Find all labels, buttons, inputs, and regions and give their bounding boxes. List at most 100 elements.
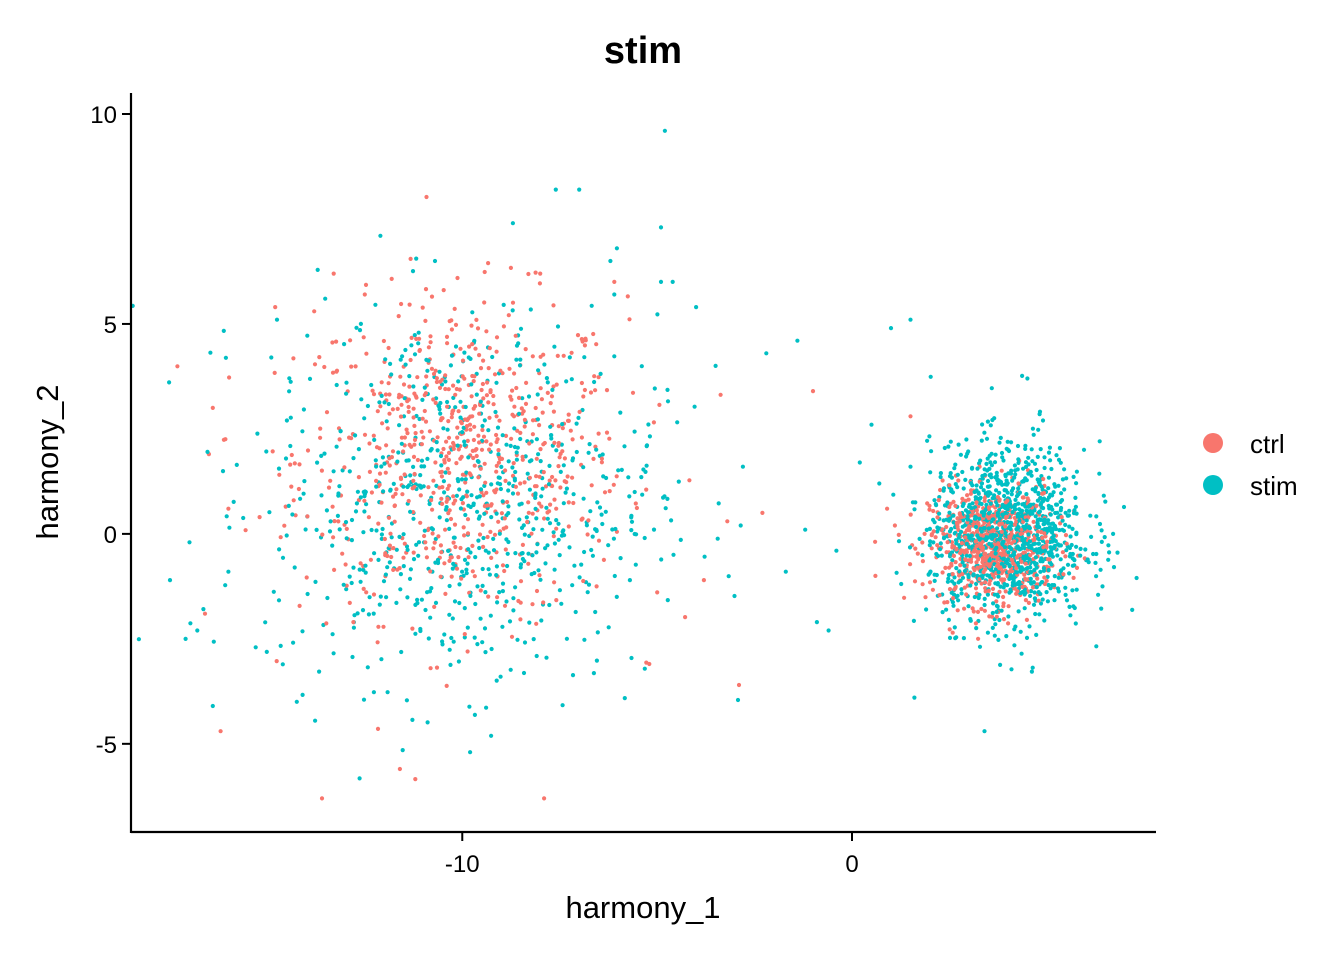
data-point-stim (572, 563, 577, 568)
data-point-stim (510, 308, 515, 313)
data-point-ctrl (530, 354, 535, 359)
data-point-stim (662, 494, 667, 499)
data-point-ctrl (371, 392, 377, 397)
data-point-stim (606, 625, 611, 630)
legend-label-ctrl: ctrl (1250, 429, 1285, 459)
data-point-stim (974, 581, 979, 587)
data-point-stim (955, 472, 960, 477)
data-point-ctrl (509, 634, 515, 639)
data-point-stim (929, 449, 934, 454)
data-point-ctrl (736, 682, 742, 688)
data-point-ctrl (305, 448, 311, 453)
data-point-stim (986, 511, 992, 516)
data-point-stim (614, 594, 619, 600)
data-point-stim (1020, 514, 1025, 519)
data-point-stim (987, 490, 992, 495)
data-point-stim (384, 419, 389, 424)
data-point-ctrl (361, 335, 366, 340)
data-point-ctrl (342, 465, 347, 470)
data-point-stim (430, 527, 435, 532)
data-point-stim (1026, 462, 1031, 467)
data-point-ctrl (367, 441, 372, 446)
data-point-stim (740, 464, 746, 469)
data-point-ctrl (515, 428, 520, 433)
data-point-stim (314, 527, 319, 533)
data-point-stim (1002, 582, 1007, 587)
data-point-ctrl (377, 471, 383, 476)
data-point-ctrl (518, 481, 523, 486)
data-point-stim (405, 484, 410, 490)
data-point-stim (188, 621, 193, 626)
data-point-ctrl (927, 503, 932, 508)
data-point-stim (379, 464, 384, 469)
data-point-ctrl (556, 464, 561, 469)
data-point-stim (426, 636, 431, 641)
data-point-stim (1100, 584, 1105, 589)
data-point-ctrl (447, 319, 452, 324)
data-point-stim (1028, 511, 1033, 516)
data-point-stim (513, 585, 518, 590)
data-point-stim (552, 344, 557, 349)
data-point-ctrl (289, 452, 294, 458)
data-point-stim (234, 462, 239, 467)
data-point-ctrl (1023, 561, 1028, 566)
data-point-ctrl (525, 519, 530, 525)
data-point-ctrl (1034, 503, 1039, 508)
data-point-stim (1005, 561, 1010, 566)
data-point-stim (343, 520, 349, 525)
data-point-ctrl (381, 624, 386, 629)
data-point-ctrl (392, 519, 397, 524)
data-point-stim (953, 482, 958, 487)
data-point-stim (1002, 545, 1008, 550)
data-point-stim (381, 489, 386, 494)
data-point-ctrl (986, 562, 991, 568)
data-point-ctrl (439, 550, 444, 555)
data-point-stim (595, 630, 600, 635)
data-point-ctrl (413, 777, 418, 782)
data-point-stim (1009, 468, 1014, 473)
data-point-ctrl (1040, 491, 1045, 496)
data-point-ctrl (439, 474, 444, 479)
data-point-stim (618, 556, 623, 561)
data-point-ctrl (504, 525, 509, 530)
data-point-stim (307, 376, 313, 381)
data-point-stim (1004, 634, 1009, 639)
data-point-stim (1002, 493, 1007, 499)
data-point-ctrl (293, 513, 298, 518)
data-point-stim (1073, 621, 1078, 626)
data-point-ctrl (950, 630, 955, 635)
data-point-stim (940, 610, 945, 615)
data-point-stim (928, 470, 933, 475)
data-point-ctrl (627, 317, 632, 322)
data-point-stim (990, 496, 995, 501)
data-point-stim (527, 487, 533, 492)
data-point-ctrl (326, 485, 332, 490)
data-point-ctrl (1014, 519, 1019, 524)
data-point-stim (325, 595, 330, 601)
data-point-stim (639, 364, 644, 369)
data-point-stim (403, 362, 408, 367)
data-point-stim (764, 351, 769, 356)
data-point-stim (465, 561, 470, 566)
data-point-ctrl (460, 358, 466, 363)
data-point-stim (324, 508, 329, 513)
data-point-stim (427, 501, 432, 507)
data-point-stim (363, 570, 368, 575)
data-point-ctrl (398, 414, 404, 419)
data-point-ctrl (644, 660, 649, 665)
data-point-ctrl (482, 461, 487, 466)
data-point-stim (612, 573, 617, 579)
data-point-ctrl (481, 493, 486, 498)
data-point-stim (384, 595, 389, 600)
data-point-stim (506, 504, 511, 509)
data-point-stim (975, 466, 980, 471)
data-point-stim (374, 464, 379, 469)
data-point-ctrl (566, 412, 571, 417)
data-point-ctrl (364, 590, 369, 595)
data-point-stim (633, 562, 638, 567)
data-point-ctrl (1009, 541, 1014, 546)
data-point-ctrl (967, 528, 972, 533)
data-point-stim (1028, 589, 1034, 594)
data-point-stim (520, 551, 525, 556)
data-point-stim (552, 567, 557, 572)
